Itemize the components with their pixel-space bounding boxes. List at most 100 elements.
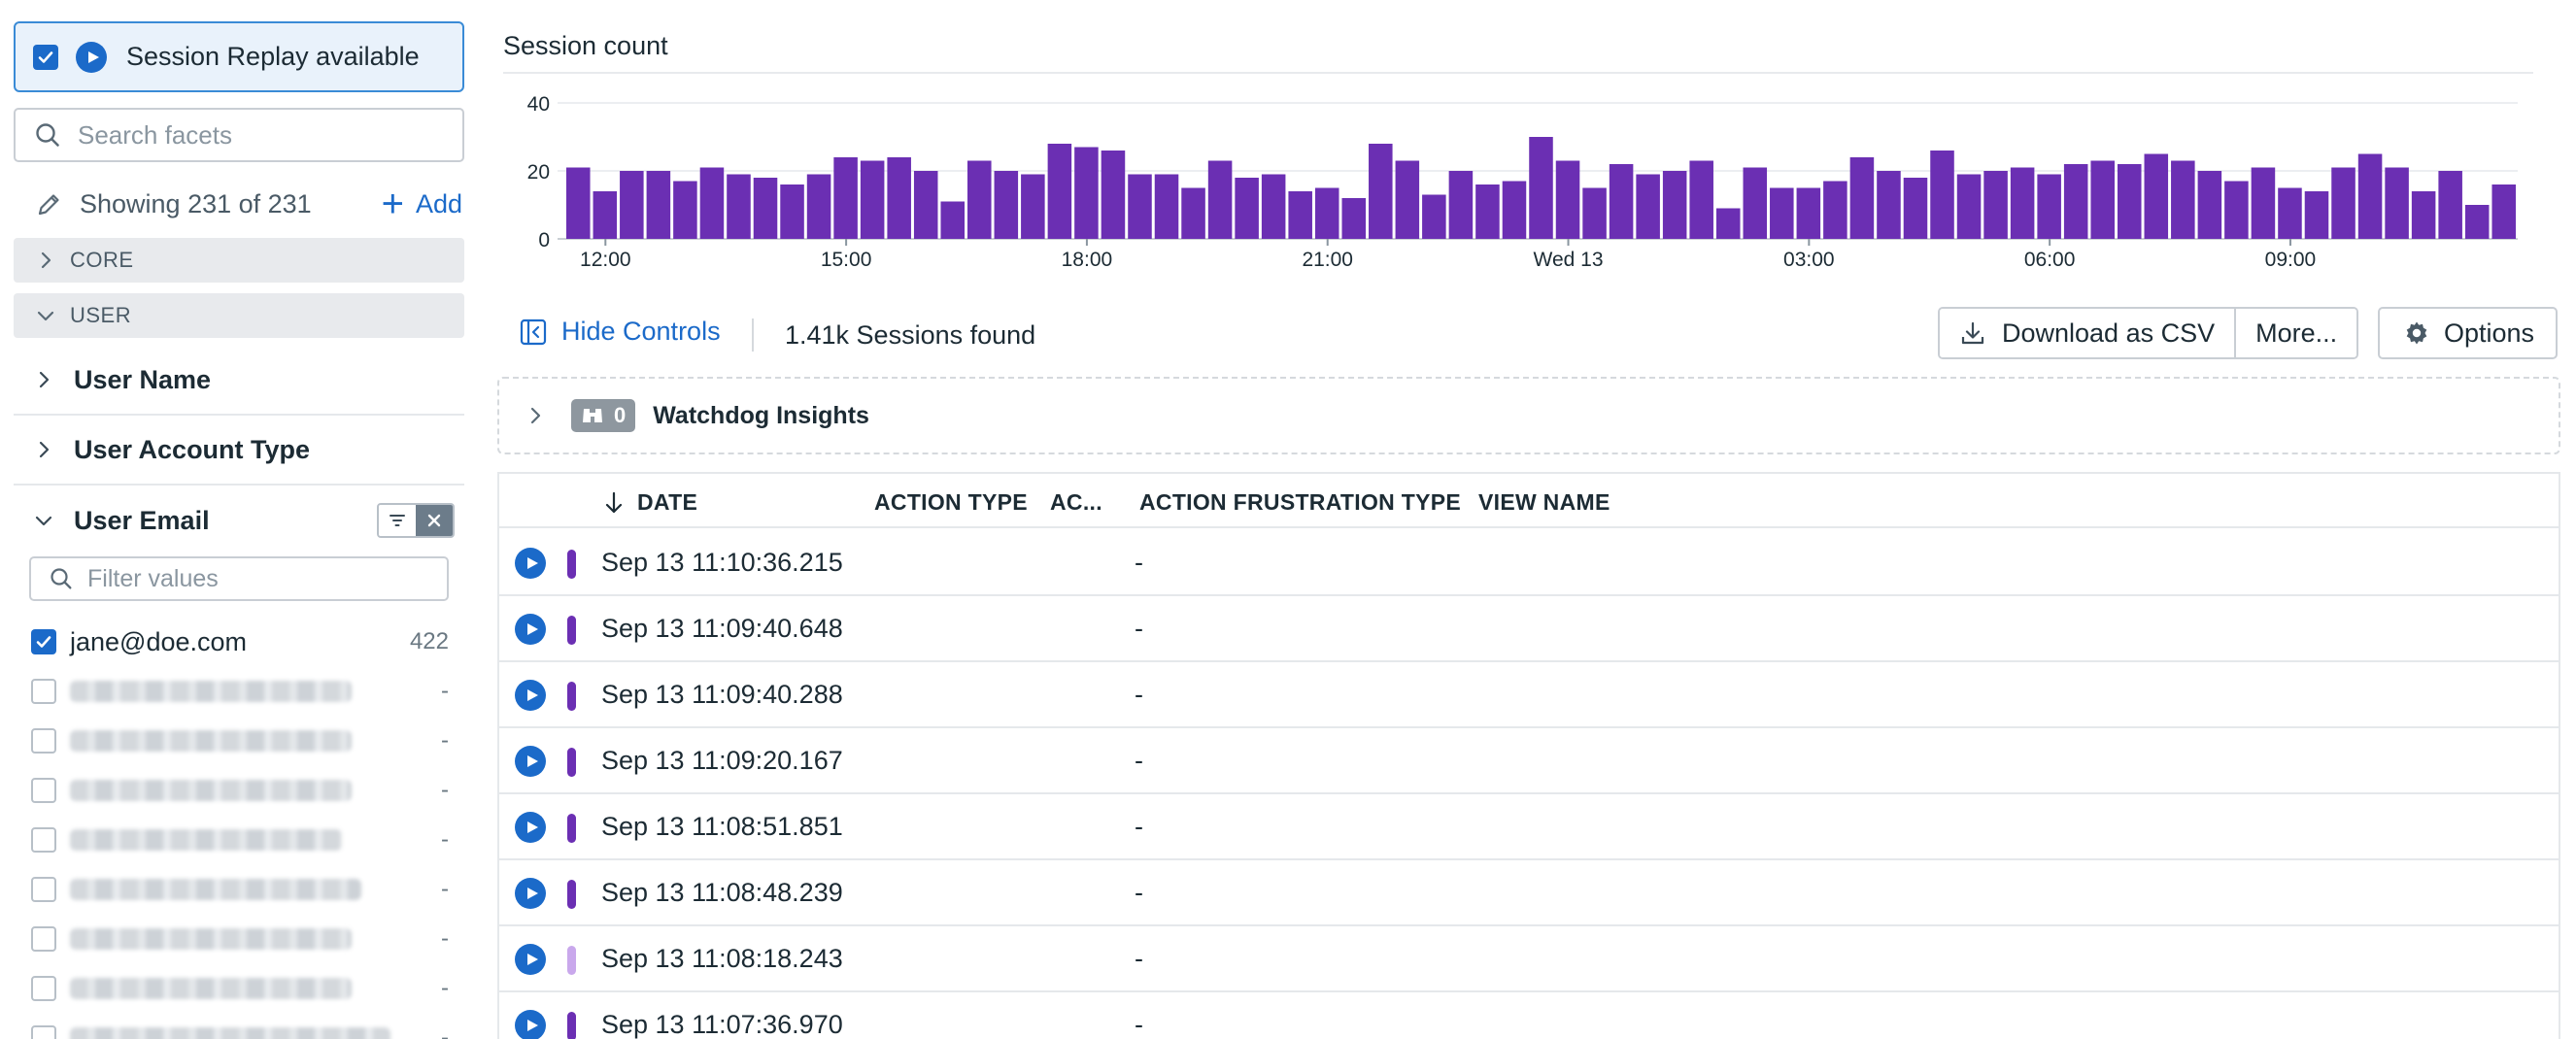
bar	[646, 171, 671, 239]
play-replay-icon[interactable]	[515, 614, 546, 645]
play-replay-icon[interactable]	[515, 1010, 546, 1039]
column-header-date[interactable]: DATE	[602, 489, 697, 516]
table-row[interactable]: Sep 13 11:09:40.288 -	[499, 662, 2559, 728]
play-replay-icon[interactable]	[515, 746, 546, 777]
play-replay-icon[interactable]	[515, 548, 546, 579]
chart-divider	[503, 72, 2533, 74]
bar	[1796, 187, 1821, 239]
y-tick-label: 40	[527, 93, 550, 116]
column-header-action-truncated[interactable]: AC...	[1050, 489, 1102, 515]
bar	[1314, 187, 1339, 239]
row-frustration-type: -	[1135, 680, 1143, 709]
more-button[interactable]: More...	[2234, 309, 2357, 357]
watchdog-insights-panel[interactable]: 0 Watchdog Insights	[497, 377, 2560, 454]
email-value-row[interactable]: -	[31, 867, 449, 912]
filter-values-input[interactable]	[87, 564, 437, 593]
chart-svg: 0 20 40 12:00 15:00 18:00 21:00 Wed 13 03:00 06:0…	[527, 93, 2518, 271]
email-value-row[interactable]: jane@doe.com 422	[31, 620, 449, 664]
sessions-table: DATE ACTION TYPE AC... ACTION FRUSTRATIO…	[497, 472, 2560, 1039]
bar	[2411, 191, 2436, 239]
bar	[673, 181, 697, 239]
email-value-row[interactable]: -	[31, 818, 449, 862]
row-status-bar	[567, 880, 576, 909]
table-row[interactable]: Sep 13 11:09:20.167 -	[499, 728, 2559, 794]
download-csv-button[interactable]: Download as CSV	[1940, 309, 2235, 357]
bar	[1021, 174, 1045, 239]
play-replay-icon[interactable]	[515, 680, 546, 711]
redacted-email-label	[70, 730, 352, 752]
table-row[interactable]: Sep 13 11:08:48.239 -	[499, 860, 2559, 926]
email-value-row[interactable]: -	[31, 719, 449, 763]
table-row[interactable]: Sep 13 11:08:51.851 -	[499, 794, 2559, 860]
column-header-action-frustration-type[interactable]: ACTION FRUSTRATION TYPE	[1139, 489, 1462, 515]
bar	[1555, 160, 1580, 239]
play-replay-icon[interactable]	[515, 812, 546, 843]
section-user[interactable]: USER	[14, 293, 464, 338]
facet-count-text: Showing 231 of 231	[80, 188, 312, 218]
bar	[1983, 171, 2008, 239]
play-replay-icon[interactable]	[515, 878, 546, 909]
bar	[2278, 187, 2302, 239]
redacted-email-label	[70, 978, 352, 999]
session-replay-label: Session Replay available	[126, 42, 420, 71]
clear-filter-button[interactable]	[416, 505, 453, 536]
filter-mode-button[interactable]	[379, 505, 416, 536]
email-value-checkbox[interactable]	[31, 629, 56, 654]
sessions-found-count: 1.41k Sessions found	[785, 320, 1036, 350]
facet-user-name[interactable]: User Name	[14, 346, 464, 416]
session-replay-toggle[interactable]: Session Replay available	[14, 21, 464, 92]
column-header-action-type[interactable]: ACTION TYPE	[874, 489, 1028, 515]
facet-count-row: Showing 231 of 231 + Add	[35, 184, 462, 223]
facet-user-account-type[interactable]: User Account Type	[14, 416, 464, 486]
email-value-checkbox[interactable]	[31, 778, 56, 803]
column-header-view-name[interactable]: VIEW NAME	[1478, 489, 1610, 515]
email-value-row[interactable]: -	[31, 669, 449, 714]
bar	[1181, 187, 1205, 239]
bar	[1154, 174, 1179, 239]
table-row[interactable]: Sep 13 11:09:40.648 -	[499, 596, 2559, 662]
pencil-icon[interactable]	[35, 189, 64, 218]
add-facet-button[interactable]: + Add	[382, 184, 462, 223]
bar	[2438, 171, 2462, 239]
bar	[2090, 160, 2115, 239]
row-frustration-type: -	[1135, 614, 1143, 643]
email-value-checkbox[interactable]	[31, 926, 56, 952]
email-value-checkbox[interactable]	[31, 728, 56, 754]
email-value-checkbox[interactable]	[31, 679, 56, 704]
facet-user-email[interactable]: User Email	[14, 486, 464, 555]
table-row[interactable]: Sep 13 11:10:36.215 -	[499, 530, 2559, 596]
play-replay-icon[interactable]	[515, 944, 546, 975]
email-value-count: -	[441, 826, 449, 853]
email-value-row[interactable]: -	[31, 917, 449, 961]
bar	[2117, 164, 2142, 239]
email-value-checkbox[interactable]	[31, 827, 56, 853]
email-value-count: -	[441, 1024, 449, 1039]
session-replay-checkbox[interactable]	[33, 44, 58, 70]
row-date: Sep 13 11:09:40.648	[601, 614, 843, 643]
redacted-email-label	[70, 780, 352, 801]
export-button-group: Download as CSV More...	[1938, 307, 2359, 359]
facet-user-email-label: User Email	[74, 505, 210, 535]
email-value-checkbox[interactable]	[31, 976, 56, 1001]
bar	[1074, 147, 1099, 239]
divider	[752, 318, 754, 352]
options-button[interactable]: Options	[2378, 307, 2559, 359]
bar	[1128, 174, 1152, 239]
email-value-checkbox[interactable]	[31, 1025, 56, 1039]
x-tick-label: 06:00	[2024, 249, 2076, 271]
table-row[interactable]: Sep 13 11:07:36.970 -	[499, 992, 2559, 1039]
bar	[1529, 137, 1553, 239]
hide-controls-button[interactable]: Hide Controls	[519, 317, 721, 347]
section-core[interactable]: CORE	[14, 238, 464, 283]
email-value-checkbox[interactable]	[31, 877, 56, 902]
facet-user-name-label: User Name	[74, 364, 212, 394]
bar	[1715, 208, 1741, 239]
email-value-row[interactable]: -	[31, 966, 449, 1011]
y-tick-label: 0	[538, 229, 550, 251]
search-facets-input[interactable]	[78, 119, 447, 151]
email-value-row[interactable]: -	[31, 1016, 449, 1039]
table-row[interactable]: Sep 13 11:08:18.243 -	[499, 926, 2559, 992]
binoculars-icon	[583, 409, 602, 422]
bar	[1448, 171, 1474, 239]
email-value-row[interactable]: -	[31, 768, 449, 813]
